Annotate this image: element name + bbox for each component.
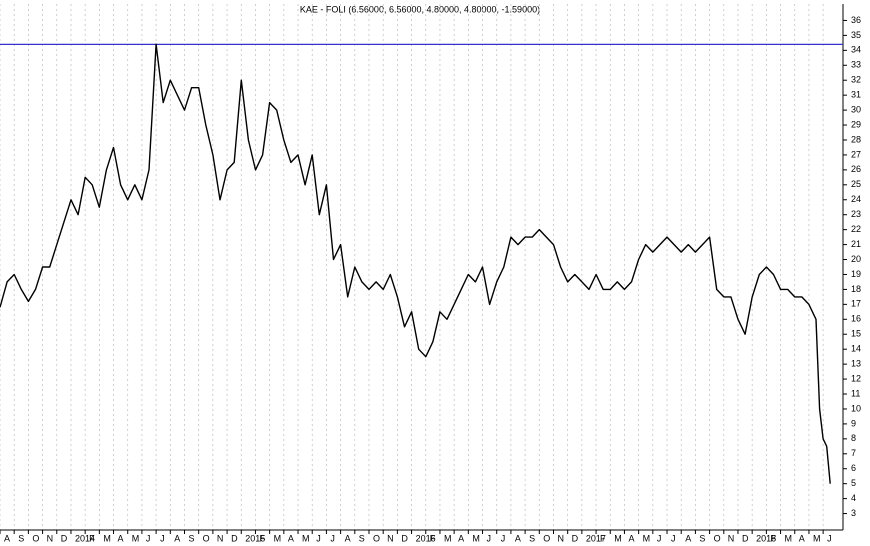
x-tick-label: A xyxy=(4,533,10,543)
x-tick-label: O xyxy=(203,533,210,543)
x-tick-label: J xyxy=(657,533,662,543)
y-tick-label: 26 xyxy=(851,164,861,174)
y-tick-label: 30 xyxy=(851,104,861,114)
x-tick-label: N xyxy=(557,533,564,543)
x-tick-label: A xyxy=(288,533,294,543)
y-tick-label: 5 xyxy=(851,478,856,488)
x-tick-label: J xyxy=(160,533,165,543)
x-tick-label: N xyxy=(387,533,394,543)
x-tick-label: J xyxy=(330,533,335,543)
x-tick-label: O xyxy=(543,533,550,543)
x-tick-label: M xyxy=(813,533,821,543)
y-tick-label: 33 xyxy=(851,60,861,70)
x-tick-label: M xyxy=(274,533,282,543)
y-tick-label: 32 xyxy=(851,75,861,85)
x-tick-label: M xyxy=(103,533,111,543)
y-tick-label: 10 xyxy=(851,403,861,413)
x-tick-label: N xyxy=(217,533,224,543)
y-tick-label: 27 xyxy=(851,149,861,159)
y-tick-label: 11 xyxy=(851,388,860,398)
chart-title: KAE - FOLI (6.56000, 6.56000, 4.80000, 4… xyxy=(300,4,540,14)
x-tick-label: F xyxy=(770,533,776,543)
x-tick-label: 2018 xyxy=(756,533,776,543)
x-tick-label: O xyxy=(714,533,721,543)
y-tick-label: 8 xyxy=(851,433,856,443)
x-tick-label: A xyxy=(628,533,634,543)
y-tick-label: 9 xyxy=(851,418,856,428)
y-tick-label: 15 xyxy=(851,329,861,339)
y-tick-label: 6 xyxy=(851,463,856,473)
x-tick-label: A xyxy=(118,533,124,543)
x-tick-label: M xyxy=(472,533,480,543)
x-tick-label: D xyxy=(742,533,749,543)
y-tick-label: 18 xyxy=(851,284,861,294)
y-tick-label: 19 xyxy=(851,269,861,279)
x-tick-label: M xyxy=(132,533,140,543)
x-tick-label: F xyxy=(259,533,265,543)
x-tick-label: A xyxy=(458,533,464,543)
y-tick-label: 3 xyxy=(851,508,856,518)
x-tick-label: D xyxy=(401,533,408,543)
x-tick-label: F xyxy=(430,533,436,543)
x-tick-label: A xyxy=(515,533,521,543)
y-tick-label: 28 xyxy=(851,134,861,144)
x-tick-label: J xyxy=(827,533,832,543)
x-tick-label: 2016 xyxy=(416,533,436,543)
x-tick-label: D xyxy=(572,533,579,543)
y-tick-label: 35 xyxy=(851,30,861,40)
x-tick-label: M xyxy=(614,533,622,543)
x-tick-label: S xyxy=(188,533,194,543)
price-line xyxy=(0,43,831,484)
y-tick-label: 7 xyxy=(851,448,856,458)
y-tick-label: 14 xyxy=(851,344,861,354)
x-tick-label: D xyxy=(231,533,238,543)
x-tick-label: F xyxy=(600,533,606,543)
y-tick-label: 17 xyxy=(851,299,861,309)
x-tick-label: M xyxy=(444,533,452,543)
x-tick-label: S xyxy=(18,533,24,543)
x-tick-label: 2014 xyxy=(75,533,95,543)
x-tick-label: A xyxy=(345,533,351,543)
x-tick-label: J xyxy=(671,533,676,543)
y-tick-label: 25 xyxy=(851,179,861,189)
x-tick-label: O xyxy=(32,533,39,543)
x-tick-label: F xyxy=(89,533,95,543)
y-tick-label: 24 xyxy=(851,194,861,204)
x-tick-label: A xyxy=(799,533,805,543)
x-tick-label: S xyxy=(529,533,535,543)
x-tick-label: 2015 xyxy=(245,533,265,543)
x-tick-label: J xyxy=(487,533,492,543)
x-tick-label: J xyxy=(316,533,321,543)
x-tick-label: M xyxy=(302,533,310,543)
y-tick-label: 20 xyxy=(851,254,861,264)
x-tick-label: J xyxy=(501,533,506,543)
y-tick-label: 4 xyxy=(851,493,856,503)
y-tick-label: 12 xyxy=(851,373,861,383)
y-tick-label: 31 xyxy=(851,90,861,100)
y-tick-label: 22 xyxy=(851,224,861,234)
y-tick-label: 23 xyxy=(851,209,861,219)
x-tick-label: N xyxy=(47,533,54,543)
x-tick-label: S xyxy=(699,533,705,543)
y-tick-label: 36 xyxy=(851,15,861,25)
y-tick-label: 21 xyxy=(851,239,861,249)
x-tick-label: S xyxy=(359,533,365,543)
x-tick-label: N xyxy=(728,533,735,543)
x-tick-label: A xyxy=(174,533,180,543)
y-tick-label: 16 xyxy=(851,314,861,324)
x-tick-label: D xyxy=(61,533,68,543)
y-tick-label: 34 xyxy=(851,45,861,55)
y-tick-label: 29 xyxy=(851,119,861,129)
x-tick-label: M xyxy=(643,533,651,543)
x-tick-label: O xyxy=(373,533,380,543)
x-tick-label: J xyxy=(146,533,151,543)
x-tick-label: M xyxy=(785,533,793,543)
x-tick-label: A xyxy=(685,533,691,543)
y-tick-label: 13 xyxy=(851,359,861,369)
x-tick-label: 2017 xyxy=(586,533,606,543)
